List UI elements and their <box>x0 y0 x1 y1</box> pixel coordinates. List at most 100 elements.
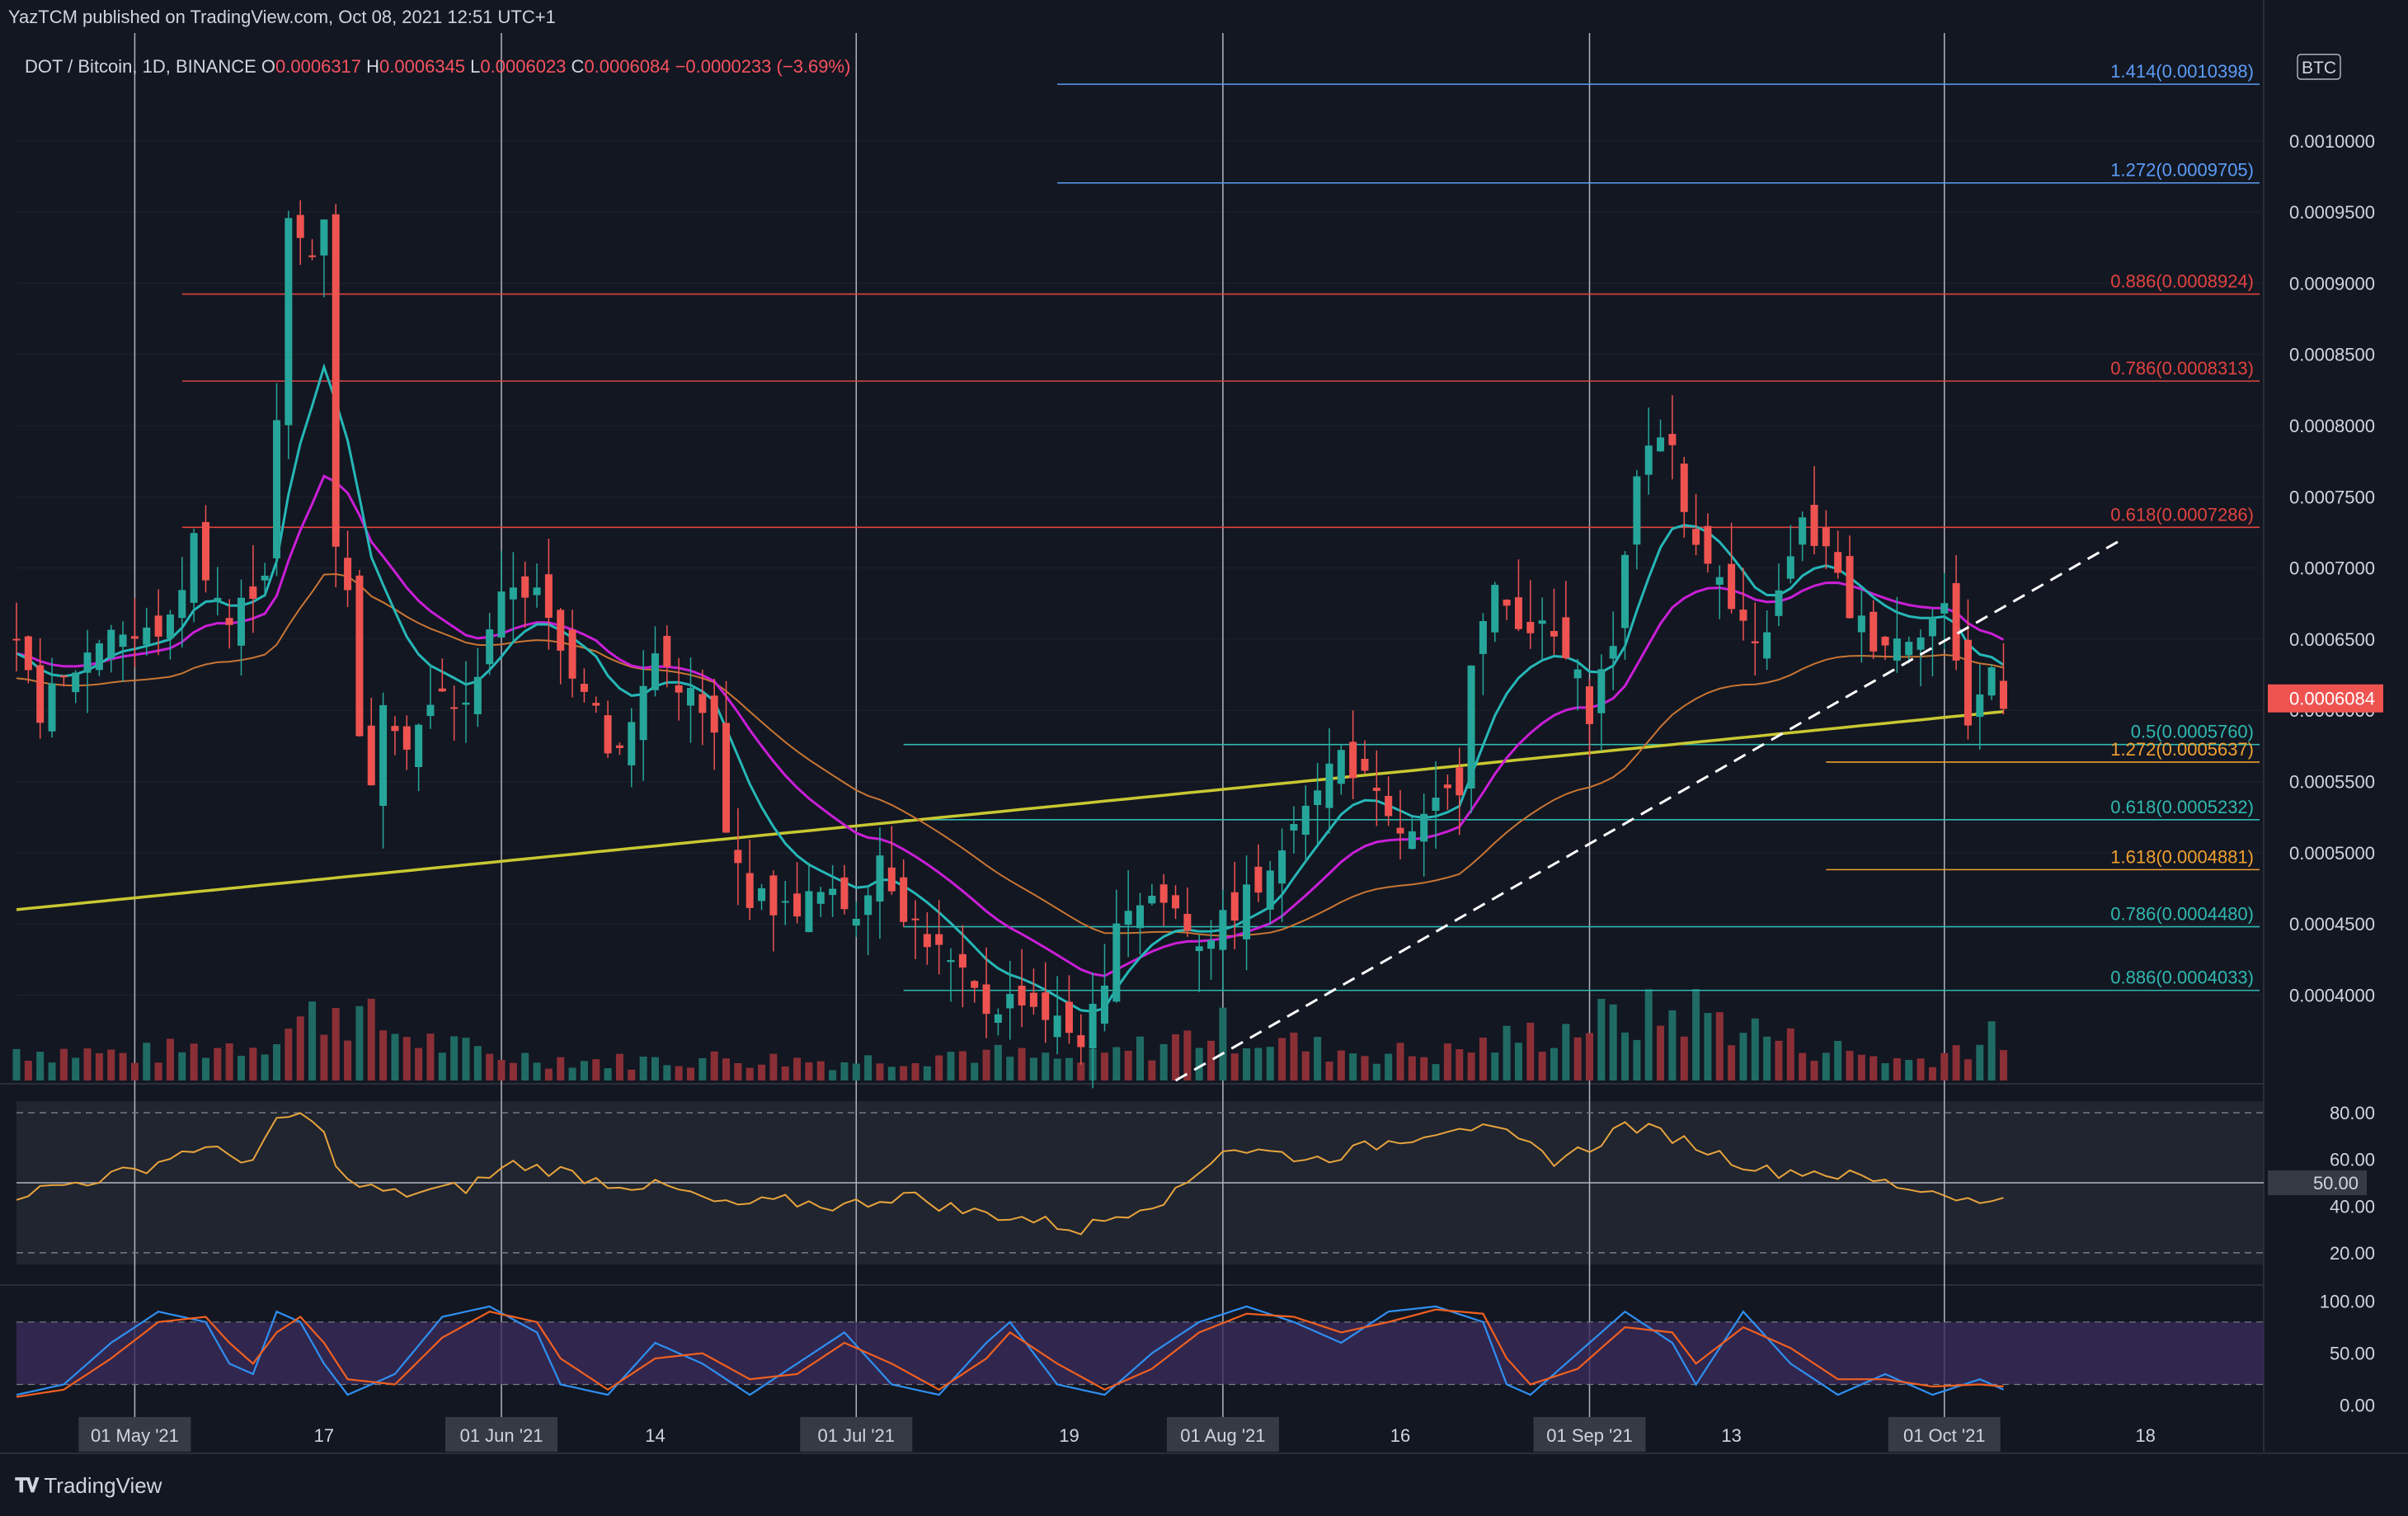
candle-body <box>1443 784 1451 789</box>
candle-body <box>1514 597 1522 629</box>
candle-body <box>1810 505 1818 546</box>
candle-body <box>1881 637 1889 646</box>
volume-bar <box>1503 1025 1511 1081</box>
candle-body <box>604 715 612 754</box>
volume-bar <box>805 1062 813 1081</box>
volume-bar <box>1586 1033 1593 1081</box>
volume-bar <box>1183 1030 1192 1081</box>
volume-bar <box>1065 1057 1073 1081</box>
volume-bar <box>1420 1057 1428 1081</box>
candle-body <box>1124 911 1132 925</box>
candle-body <box>1053 1015 1061 1038</box>
rsi-midline-tag <box>2268 1170 2367 1195</box>
candle-body <box>1230 892 1239 921</box>
volume-bar <box>1195 1048 1203 1081</box>
candle-body <box>592 703 600 706</box>
volume-bar <box>379 1030 388 1081</box>
volume-bar <box>1775 1040 1783 1081</box>
volume-bar <box>273 1043 281 1081</box>
volume-bar <box>1301 1051 1310 1081</box>
stoch-band <box>16 1321 2264 1385</box>
volume-bar <box>426 1033 435 1081</box>
candle-body <box>1420 813 1428 842</box>
current-price-tag <box>2268 684 2383 713</box>
volume-bar <box>675 1066 683 1081</box>
symbol-name[interactable]: DOT / Bitcoin, 1D, BINANCE <box>25 56 256 77</box>
candle-body <box>1065 1001 1073 1033</box>
volume-bar <box>1443 1043 1451 1081</box>
candle-body <box>1042 992 1050 1020</box>
candle-body <box>651 653 659 690</box>
volume-bar <box>1467 1052 1475 1081</box>
candle-body <box>816 892 825 904</box>
time-tick-box <box>445 1417 558 1452</box>
volume-bar <box>1633 1039 1641 1081</box>
candle-body <box>1657 437 1665 452</box>
stoch-level-label: 100.00 <box>2320 1292 2375 1312</box>
candle-body <box>580 684 588 692</box>
candle-body <box>367 725 375 786</box>
candle-body <box>1692 529 1700 545</box>
volume-bar <box>1562 1024 1570 1081</box>
candle-body <box>769 875 778 916</box>
candle-body <box>533 587 541 596</box>
candle-body <box>1763 632 1771 659</box>
volume-bar <box>663 1065 671 1081</box>
candle-body <box>201 521 209 581</box>
volume-bar <box>1609 1004 1617 1081</box>
open-label: O <box>261 56 276 77</box>
candle-body <box>687 688 694 706</box>
fib-level-label: 1.618(0.0004881) <box>2110 846 2254 867</box>
price-tick-label: 0.0004500 <box>2289 914 2375 935</box>
stoch-k-line <box>16 1305 2004 1396</box>
candle-body <box>1928 617 1936 637</box>
volume-bar <box>1266 1047 1274 1081</box>
candle-body <box>852 918 860 926</box>
volume-bar <box>1029 1057 1037 1081</box>
candle-body <box>1822 527 1830 547</box>
candle-body <box>864 895 872 916</box>
candle-body <box>1680 464 1688 512</box>
volume-bar <box>355 1005 364 1081</box>
candle-body <box>1219 910 1227 950</box>
volume-bar <box>1999 1050 2007 1081</box>
volume-bar <box>1349 1053 1357 1081</box>
volume-bar <box>178 1052 186 1081</box>
time-tick-label: 19 <box>1059 1425 1079 1446</box>
candle-body <box>675 685 683 693</box>
volume-bar <box>1124 1051 1132 1081</box>
volume-bar <box>521 1052 529 1081</box>
candle-body <box>190 533 198 603</box>
candle-body <box>1467 665 1475 789</box>
volume-bar <box>958 1051 966 1081</box>
volume-bar <box>1680 1036 1688 1081</box>
candle-body <box>1597 669 1606 713</box>
currency-badge <box>2297 54 2341 80</box>
candle-body <box>1301 805 1310 836</box>
candle-body <box>486 629 494 665</box>
volume-bar <box>628 1069 636 1081</box>
candle-body <box>1396 827 1404 834</box>
candle-body <box>663 635 671 667</box>
footer-brand[interactable]: 𝐓𝐕 TradingView <box>15 1473 162 1499</box>
candle-body <box>450 707 459 709</box>
candle-body <box>1715 577 1724 585</box>
candle-body <box>1940 603 1949 614</box>
volume-bar <box>1514 1043 1522 1081</box>
ma100-line <box>16 572 2004 937</box>
volume-bar <box>119 1052 127 1081</box>
volume-bar <box>261 1054 269 1081</box>
candle-body <box>1372 788 1380 791</box>
volume-bar <box>344 1040 352 1081</box>
close-value: 0.0006084 <box>584 56 670 77</box>
candle-body <box>1408 831 1416 850</box>
volume-bar <box>214 1048 222 1081</box>
candle-body <box>935 934 943 945</box>
volume-bar <box>320 1034 328 1081</box>
candle-body <box>1633 476 1641 545</box>
time-tick-label: 01 Jul '21 <box>818 1425 896 1446</box>
candle-body <box>1385 795 1393 817</box>
volume-bar <box>24 1061 32 1081</box>
volume-bar <box>296 1016 304 1081</box>
